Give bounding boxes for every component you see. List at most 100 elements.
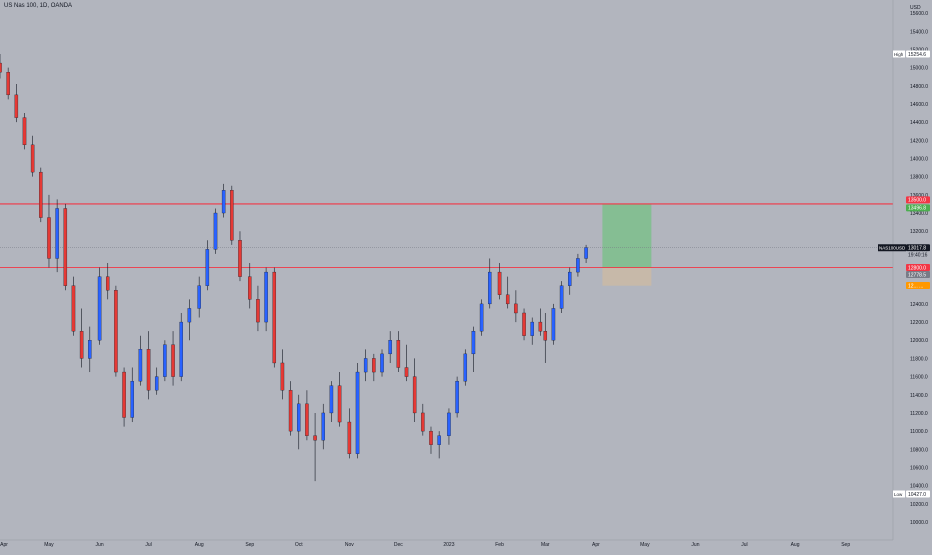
- candle-body[interactable]: [421, 413, 424, 431]
- high-value-label: 15254.6: [908, 52, 926, 58]
- candle-body[interactable]: [305, 404, 308, 436]
- candle-body[interactable]: [356, 372, 359, 454]
- candle-body[interactable]: [397, 340, 400, 367]
- candle-body[interactable]: [39, 172, 42, 217]
- candle-body[interactable]: [560, 286, 563, 309]
- candle-body[interactable]: [238, 240, 241, 276]
- candle-body[interactable]: [188, 308, 191, 322]
- candle-body[interactable]: [155, 377, 158, 391]
- candle-body[interactable]: [47, 218, 50, 259]
- candle-body[interactable]: [389, 340, 392, 354]
- candle-body[interactable]: [206, 249, 209, 285]
- candle-body[interactable]: [544, 331, 547, 340]
- price-tick: 14000.0: [910, 156, 928, 162]
- candle-body[interactable]: [248, 277, 251, 300]
- candle-body[interactable]: [281, 363, 284, 390]
- candle-body[interactable]: [552, 308, 555, 340]
- candle-body[interactable]: [380, 354, 383, 372]
- candle-body[interactable]: [568, 272, 571, 286]
- candle-body[interactable]: [313, 436, 316, 441]
- candle-body[interactable]: [80, 331, 83, 358]
- candle-body[interactable]: [15, 95, 18, 118]
- candle-body[interactable]: [330, 386, 333, 413]
- price-tick: 14600.0: [910, 102, 928, 108]
- candle-body[interactable]: [122, 372, 125, 417]
- candle-body[interactable]: [297, 404, 300, 431]
- price-tick: 11000.0: [910, 429, 928, 435]
- price-tick: 11600.0: [910, 375, 928, 381]
- high-label: High: [894, 52, 904, 57]
- candle-body[interactable]: [531, 322, 534, 336]
- countdown-label: 19:40:16: [908, 253, 928, 259]
- candle-body[interactable]: [447, 413, 450, 436]
- candle-body[interactable]: [64, 208, 67, 285]
- candle-body[interactable]: [0, 63, 2, 72]
- candle-body[interactable]: [23, 118, 26, 145]
- candle-body[interactable]: [539, 322, 542, 331]
- candle-body[interactable]: [88, 340, 91, 358]
- time-tick: Apr: [0, 542, 8, 548]
- candle-body[interactable]: [98, 277, 101, 341]
- candle-body[interactable]: [214, 213, 217, 249]
- price-tick: 11400.0: [910, 393, 928, 399]
- candle-body[interactable]: [429, 431, 432, 445]
- candle-body[interactable]: [413, 377, 416, 413]
- price-tick: 10400.0: [910, 484, 928, 490]
- candle-body[interactable]: [147, 349, 150, 390]
- price-tick: 14400.0: [910, 120, 928, 126]
- candle-body[interactable]: [506, 295, 509, 304]
- candle-body[interactable]: [222, 190, 225, 213]
- candle-body[interactable]: [576, 258, 579, 272]
- time-tick: Sep: [245, 542, 254, 548]
- candle-body[interactable]: [480, 304, 483, 331]
- candle-body[interactable]: [180, 322, 183, 377]
- price-tick: 12000.0: [910, 338, 928, 344]
- candle-body[interactable]: [338, 386, 341, 422]
- time-tick: Nov: [345, 542, 354, 548]
- candle-body[interactable]: [464, 354, 467, 381]
- time-tick: Apr: [592, 542, 600, 548]
- loss-zone[interactable]: [602, 268, 651, 286]
- candle-body[interactable]: [322, 413, 325, 440]
- candle-body[interactable]: [106, 277, 109, 291]
- profit-zone[interactable]: [602, 204, 651, 268]
- candle-body[interactable]: [584, 248, 587, 259]
- candle-body[interactable]: [522, 313, 525, 336]
- candle-body[interactable]: [139, 349, 142, 381]
- time-tick: Feb: [495, 542, 504, 548]
- candle-body[interactable]: [114, 290, 117, 372]
- price-tick: 15400.0: [910, 29, 928, 35]
- candle-body[interactable]: [364, 358, 367, 372]
- candle-body[interactable]: [131, 381, 134, 417]
- candle-body[interactable]: [498, 272, 501, 295]
- candle-body[interactable]: [72, 286, 75, 331]
- candle-body[interactable]: [31, 145, 34, 172]
- candle-body[interactable]: [56, 208, 59, 258]
- candle-body[interactable]: [514, 304, 517, 313]
- price-tick: 10000.0: [910, 520, 928, 526]
- candle-body[interactable]: [198, 286, 201, 309]
- candle-body[interactable]: [256, 299, 259, 322]
- candle-body[interactable]: [230, 190, 233, 240]
- candle-body[interactable]: [488, 272, 491, 304]
- price-tick: 15000.0: [910, 66, 928, 72]
- candle-body[interactable]: [273, 272, 276, 363]
- low-value-label: 10427.0: [908, 492, 926, 498]
- entry-price-label: 12... ...: [908, 283, 923, 289]
- time-tick: Jun: [96, 542, 104, 548]
- candle-body[interactable]: [7, 72, 10, 95]
- candle-body[interactable]: [348, 422, 351, 454]
- candle-body[interactable]: [163, 345, 166, 377]
- last-price-label: 13017.8: [908, 246, 926, 252]
- target-value-label: 13496.8: [908, 206, 926, 212]
- candle-body[interactable]: [171, 345, 174, 377]
- candle-body[interactable]: [405, 368, 408, 377]
- candle-body[interactable]: [265, 272, 268, 322]
- candle-body[interactable]: [472, 331, 475, 354]
- candle-body[interactable]: [372, 358, 375, 372]
- candle-body[interactable]: [289, 390, 292, 431]
- candle-body[interactable]: [438, 436, 441, 445]
- target-price-label: 13500.0: [908, 198, 926, 204]
- candle-body[interactable]: [456, 381, 459, 413]
